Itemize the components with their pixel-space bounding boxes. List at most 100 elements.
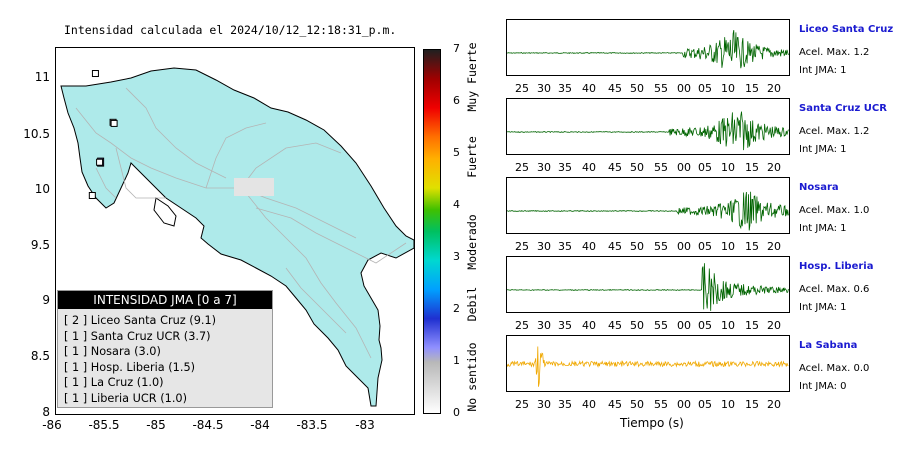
time-tick-label: 35	[558, 240, 572, 253]
lat-tick-label: 11	[34, 70, 50, 84]
lat-tick-label: 8	[42, 405, 50, 419]
time-tick-label: 50	[630, 319, 644, 332]
time-tick-label: 25	[515, 240, 529, 253]
time-tick-label: 40	[582, 398, 596, 411]
time-tick-label: 55	[654, 240, 668, 253]
time-tick-label: 00	[677, 240, 691, 253]
time-tick-label: 15	[745, 398, 759, 411]
time-tick-label: 55	[654, 398, 668, 411]
costa-rica-landmass	[60, 67, 414, 407]
seismogram-trace	[507, 263, 789, 311]
time-tick-label: 35	[558, 319, 572, 332]
station-name: Santa Cruz UCR	[799, 103, 887, 114]
legend-level: [ 1 ]	[64, 376, 88, 389]
time-tick-label: 35	[558, 82, 572, 95]
legend-level: [ 1 ]	[64, 329, 88, 343]
lon-tick-label: -85.5	[88, 418, 120, 432]
nicoya-gulf	[153, 197, 177, 227]
time-tick-label: 45	[608, 319, 622, 332]
colorbar-tick: 3	[453, 250, 460, 263]
station-accel-max: Acel. Max. 1.2	[799, 47, 870, 58]
time-tick-label: 50	[630, 398, 644, 411]
legend-row: [ 1 ] Santa Cruz UCR (3.7)	[58, 329, 272, 345]
trace-line	[507, 346, 789, 387]
time-tick-label: 50	[630, 82, 644, 95]
time-tick-label: 10	[721, 398, 735, 411]
seismogram-trace	[507, 111, 789, 151]
time-tick-label: 00	[677, 161, 691, 174]
time-tick-label: 00	[677, 82, 691, 95]
legend-level: [ 1 ]	[64, 360, 88, 374]
trace-line	[507, 111, 789, 151]
time-tick-label: 30	[537, 398, 551, 411]
time-tick-label: 20	[767, 240, 781, 253]
station-markers	[88, 70, 118, 200]
legend-row: [ 1 ] Hosp. Liberia (1.5)	[58, 360, 272, 376]
legend-row: [ 1 ] Liberia UCR (1.0)	[58, 391, 272, 407]
station-accel-max: Acel. Max. 0.0	[799, 363, 870, 374]
time-tick-label: 55	[654, 319, 668, 332]
time-tick-label: 05	[698, 319, 712, 332]
time-tick-label: 40	[582, 319, 596, 332]
time-tick-label: 30	[537, 240, 551, 253]
legend-station: Nosara (3.0)	[90, 345, 161, 358]
legend-level: [ 1 ]	[64, 391, 88, 405]
time-tick-label: 40	[582, 161, 596, 174]
station-accel-max: Acel. Max. 1.2	[799, 126, 870, 137]
lon-tick-label: -86	[42, 418, 62, 432]
lat-tick-label: 10	[34, 182, 50, 196]
time-tick-row: 25 30 35 40 45 50 55 00 05 10 15 20	[506, 82, 806, 96]
lon-tick-label: -84.5	[192, 418, 224, 432]
time-tick-label: 55	[654, 161, 668, 174]
city-cluster	[234, 178, 274, 196]
seismogram-trace	[507, 346, 789, 387]
colorbar-tick: 1	[453, 354, 460, 367]
time-tick-label: 25	[515, 398, 529, 411]
trace-line	[507, 30, 789, 69]
time-tick-label: 35	[558, 161, 572, 174]
time-tick-label: 05	[698, 82, 712, 95]
seismogram-trace	[507, 191, 789, 231]
legend-station: Santa Cruz UCR (3.7)	[90, 329, 211, 343]
station-marker	[91, 70, 99, 78]
station-name: Hosp. Liberia	[799, 261, 874, 272]
time-tick-row: 25 30 35 40 45 50 55 00 05 10 15 20	[506, 398, 806, 412]
time-tick-label: 25	[515, 319, 529, 332]
time-tick-label: 45	[608, 398, 622, 411]
seismogram-panel	[506, 335, 790, 392]
station-accel-max: Acel. Max. 0.6	[799, 284, 870, 295]
time-tick-label: 25	[515, 82, 529, 95]
time-tick-row: 25 30 35 40 45 50 55 00 05 10 15 20	[506, 161, 806, 175]
time-tick-label: 25	[515, 161, 529, 174]
station-jma-intensity: Int JMA: 0	[799, 381, 847, 392]
time-tick-label: 10	[721, 82, 735, 95]
time-tick-label: 45	[608, 161, 622, 174]
legend-row: [ 1 ] La Cruz (1.0)	[58, 375, 272, 391]
trace-line	[507, 263, 789, 311]
legend-title: INTENSIDAD JMA [0 a 7]	[58, 291, 272, 309]
lon-tick-label: -84	[250, 418, 270, 432]
legend-station: Liceo Santa Cruz (9.1)	[90, 314, 217, 327]
time-tick-label: 30	[537, 319, 551, 332]
time-tick-label: 20	[767, 82, 781, 95]
station-marker	[88, 192, 96, 200]
lon-tick-label: -83	[355, 418, 375, 432]
seismogram-trace	[507, 30, 789, 69]
time-tick-label: 50	[630, 161, 644, 174]
time-tick-row: 25 30 35 40 45 50 55 00 05 10 15 20	[506, 319, 806, 333]
lat-tick-label: 9.5	[30, 238, 50, 252]
seismogram-panel	[506, 256, 790, 313]
station-name: La Sabana	[799, 340, 858, 351]
station-jma-intensity: Int JMA: 1	[799, 223, 847, 234]
seismogram-panel	[506, 177, 790, 234]
station-accel-max: Acel. Max. 1.0	[799, 205, 870, 216]
time-tick-label: 45	[608, 240, 622, 253]
map-title: Intensidad calculada el 2024/10/12_12:18…	[64, 23, 397, 37]
time-tick-label: 05	[698, 161, 712, 174]
time-tick-label: 50	[630, 240, 644, 253]
time-tick-label: 20	[767, 398, 781, 411]
legend-level: [ 1 ]	[64, 345, 88, 358]
intensity-legend: INTENSIDAD JMA [0 a 7] [ 2 ] Liceo Santa…	[57, 290, 273, 408]
colorbar-tick: 4	[453, 198, 460, 211]
legend-station: Hosp. Liberia (1.5)	[90, 360, 196, 374]
